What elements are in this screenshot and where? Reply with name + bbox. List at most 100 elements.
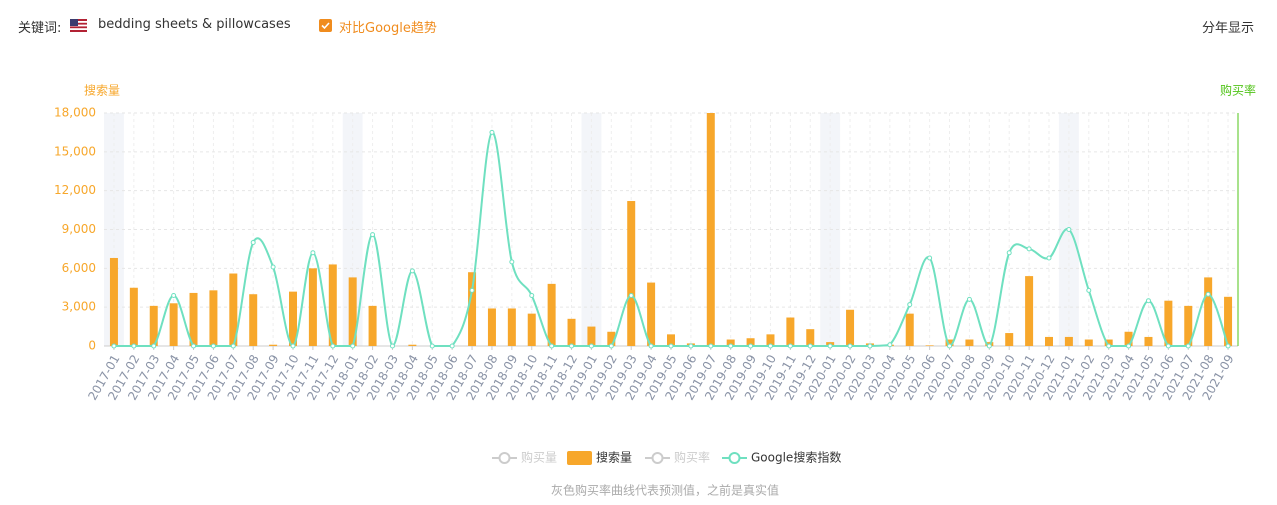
bar [1164, 300, 1173, 346]
bar [289, 291, 297, 346]
legend-label: 搜索量 [596, 450, 632, 465]
line-point [728, 343, 734, 349]
y-tick-label: 0 [88, 339, 96, 353]
bar [348, 277, 357, 346]
line-point [549, 343, 555, 349]
line-point [887, 342, 893, 348]
line-point [409, 268, 415, 274]
y-tick-label: 9,000 [62, 222, 96, 236]
line-point [1006, 250, 1012, 256]
line-point [688, 343, 694, 349]
bar [229, 273, 238, 346]
bar [567, 318, 576, 346]
line-point [1046, 255, 1052, 261]
legend-label: 购买量 [521, 450, 557, 465]
keyword-label: 关键词: [18, 21, 62, 36]
bar [527, 313, 536, 346]
bar [647, 282, 656, 346]
note: 灰色购买率曲线代表预测值，之前是真实值 [551, 483, 779, 498]
y-tick-label: 12,000 [54, 183, 96, 197]
line-point [151, 343, 157, 349]
checkbox[interactable] [319, 19, 332, 32]
compare-toggle[interactable]: 对比Google趋势 [339, 21, 437, 36]
legend-swatch [567, 451, 592, 465]
line-point [1026, 246, 1032, 252]
line-point [1165, 343, 1171, 349]
line-point [787, 343, 793, 349]
line-point [907, 302, 913, 308]
bar [945, 339, 954, 346]
bar [209, 290, 218, 346]
line-point [748, 343, 754, 349]
bar [1104, 339, 1113, 346]
line-point [807, 343, 813, 349]
line-point [111, 343, 117, 349]
bar [965, 339, 974, 346]
bar [468, 272, 477, 346]
line-point [1106, 343, 1112, 349]
bar [1144, 336, 1153, 346]
legend-swatch [728, 452, 741, 464]
bar [368, 305, 377, 346]
line-point [171, 293, 177, 299]
line-point [1086, 287, 1092, 293]
line-point [270, 264, 276, 270]
bar [308, 268, 317, 346]
bar [706, 113, 715, 346]
line-point [1185, 343, 1191, 349]
bar [786, 317, 795, 346]
line-point [588, 343, 594, 349]
line-point [867, 343, 873, 349]
line-point [370, 232, 376, 238]
bar [1224, 296, 1233, 346]
line-point [1145, 298, 1151, 304]
bar [1005, 333, 1014, 346]
bar [1084, 339, 1093, 346]
line-point [449, 343, 455, 349]
line-point [310, 250, 316, 256]
bar [587, 326, 596, 346]
line-point [191, 343, 197, 349]
line-point [350, 343, 356, 349]
line-point [489, 129, 495, 135]
bar [905, 313, 914, 346]
bar [726, 339, 735, 346]
line-point [648, 343, 654, 349]
yearly-toggle[interactable]: 分年显示 [1202, 21, 1255, 36]
line-point [767, 343, 773, 349]
bar [627, 201, 636, 346]
y2-axis-label: 购买率 [1220, 83, 1256, 98]
line-point [986, 343, 992, 349]
flag-icon [70, 19, 87, 32]
bar [487, 308, 496, 346]
line-point [429, 343, 435, 349]
bar [109, 257, 118, 346]
bar [1184, 305, 1193, 346]
bar [249, 294, 258, 346]
y-axis-label: 搜索量 [84, 83, 120, 98]
bar [1124, 331, 1133, 346]
bar [806, 329, 815, 346]
bar [328, 264, 337, 346]
bar [1064, 336, 1073, 346]
y-tick-label: 6,000 [62, 261, 96, 275]
line-point [668, 343, 674, 349]
bar [1025, 276, 1034, 346]
line-point [389, 343, 395, 349]
bar [667, 334, 675, 346]
bar [746, 338, 755, 346]
line-point [708, 343, 714, 349]
line-point [330, 343, 336, 349]
line-point [210, 343, 216, 349]
line-point [608, 343, 614, 349]
line-point [847, 343, 853, 349]
line-point [1126, 343, 1132, 349]
bar [1045, 336, 1053, 346]
line-point [131, 343, 137, 349]
legend-label: Google搜索指数 [751, 450, 841, 465]
bar [189, 292, 198, 346]
line-point [927, 255, 933, 261]
legend-swatch [651, 452, 664, 464]
bar [149, 305, 158, 346]
